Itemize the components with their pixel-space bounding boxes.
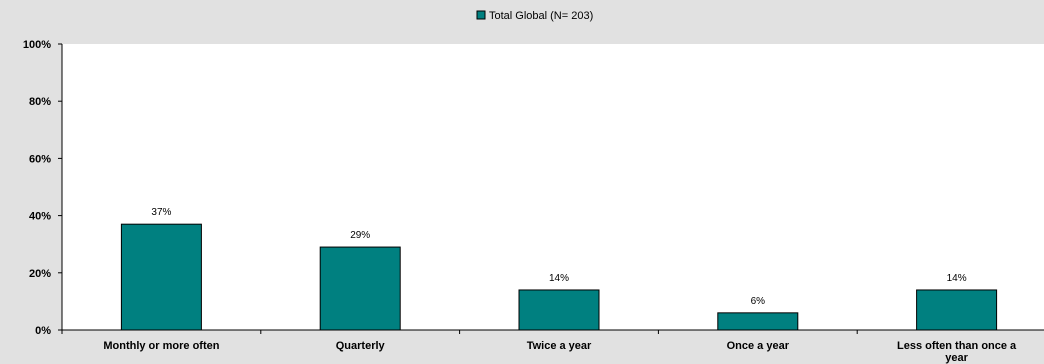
y-tick-label: 60% (29, 153, 51, 165)
y-tick-label: 40% (29, 211, 51, 223)
y-tick-label: 20% (29, 268, 51, 280)
plot-area (62, 44, 1044, 330)
y-tick-label: 100% (23, 39, 51, 51)
bar (916, 289, 998, 331)
data-label: 14% (549, 273, 569, 284)
data-label: 6% (751, 296, 766, 307)
x-tick-label: Monthly or more often (103, 340, 219, 352)
x-tick-label: Less often than once a year (897, 340, 1017, 364)
bars (120, 223, 998, 331)
bar (717, 312, 799, 331)
data-labels: 37% 29% 14% 6% 14% (151, 207, 966, 307)
y-tick-label: 80% (29, 96, 51, 108)
x-tick-label: Quarterly (336, 340, 386, 352)
bar (518, 289, 600, 331)
bar (319, 246, 401, 331)
y-tick-label: 0% (35, 325, 51, 337)
legend-swatch (476, 10, 486, 20)
legend: Total Global (N= 203) (476, 10, 593, 22)
y-axis: 0% 20% 40% 60% 80% 100% (23, 39, 63, 337)
x-tick-label: Twice a year (527, 340, 592, 352)
x-axis: Monthly or more often Quarterly Twice a ye… (61, 329, 1044, 364)
data-label: 29% (350, 230, 370, 241)
data-label: 14% (947, 273, 967, 284)
bar (120, 223, 202, 331)
data-label: 37% (151, 207, 171, 218)
x-tick-label: Once a year (727, 340, 790, 352)
legend-label: Total Global (N= 203) (489, 10, 593, 22)
